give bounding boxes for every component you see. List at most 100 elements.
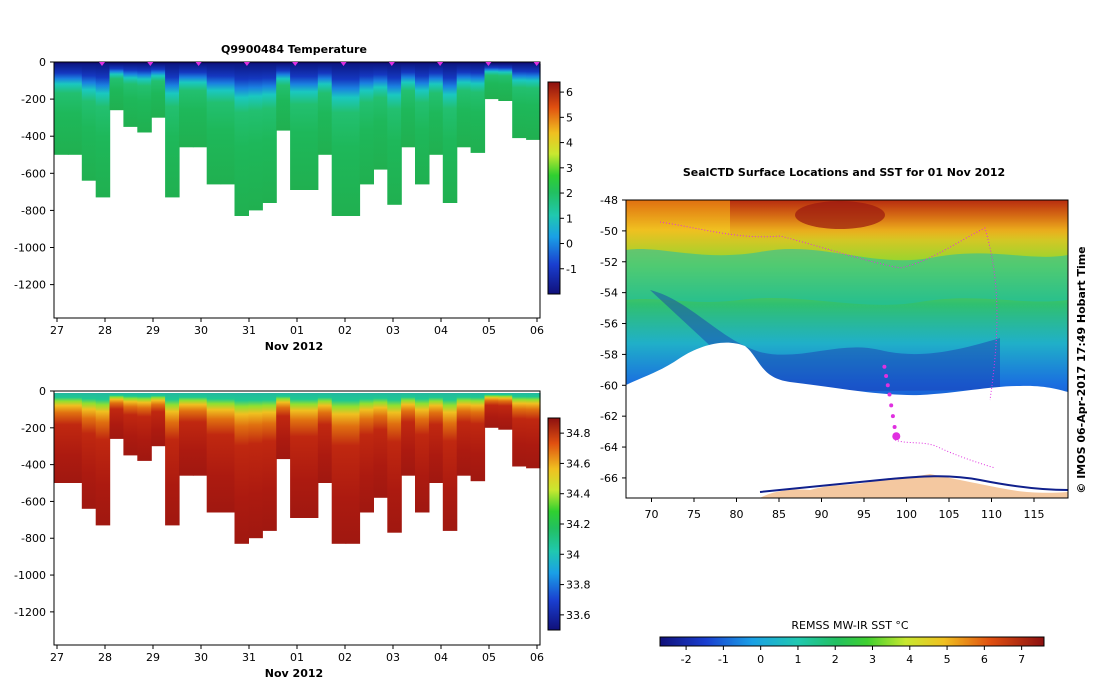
salinity-profile-10: [192, 393, 208, 476]
temperature-profile-29: [456, 64, 472, 148]
sst-colorbar-tick-label: -1: [718, 653, 729, 666]
salinity-profile-25: [401, 393, 416, 476]
sst-colorbar-ticks: -2 -1 0 1 2 3 4 5 6 7: [681, 646, 1025, 666]
salinity-y-tick-label: 0: [39, 385, 46, 398]
salinity-profile-4: [109, 393, 124, 439]
sst-front: [626, 248, 1068, 305]
sst-map-chart: SealCTD Surface Locations and SST for 01…: [600, 166, 1088, 666]
profile-surface-marker: [533, 62, 540, 66]
salinity-profile-23: [373, 393, 388, 498]
salinity-profile-18: [303, 393, 319, 518]
salinity-y-tick-label: -200: [21, 422, 46, 435]
temperature-profile-2: [81, 64, 97, 181]
track-point-1: [892, 424, 897, 429]
sst-colorbar: [659, 636, 1045, 647]
temperature-colorbar: [547, 81, 561, 295]
map-y-tick-label: -48: [600, 194, 618, 207]
map-x-axis: 70 75 80 85 90 95 100 105 110 115: [645, 498, 1045, 521]
map-x-tick-label: 90: [815, 508, 829, 521]
temperature-x-tick-label: 29: [146, 324, 160, 337]
salinity-colorbar-tick-label: 34.2: [566, 518, 591, 531]
front-contour: [659, 221, 998, 401]
salinity-profile-2: [81, 393, 97, 509]
temperature-x-axis: 27 28 29 30 31 01 02 03 04 05 06: [50, 318, 544, 337]
temperature-colorbar-tick-label: 6: [566, 86, 573, 99]
salinity-profile-3: [95, 393, 111, 526]
sst-warm-core: [795, 201, 885, 229]
profile-surface-marker: [292, 62, 299, 66]
salinity-profile-5: [123, 393, 138, 456]
temperature-y-tick-label: -800: [21, 204, 46, 217]
sst-colorbar-tick-label: 4: [906, 653, 913, 666]
temperature-colorbar-tick-label: 3: [566, 162, 573, 175]
temperature-colorbar-tick-label: 5: [566, 111, 573, 124]
map-x-tick-label: 80: [730, 508, 744, 521]
map-y-tick-label: -66: [600, 472, 618, 485]
salinity-y-tick-label: -400: [21, 459, 46, 472]
temperature-profile-26: [415, 64, 430, 185]
track-point-2: [890, 414, 895, 419]
coastline-edge: [759, 475, 1069, 493]
temperature-x-tick-label: 28: [98, 324, 112, 337]
salinity-section-chart: 27 28 29 30 31 01 02 03 04 05 06 0 -200 -400 -600 -800…: [14, 385, 590, 680]
temperature-profile-27: [428, 64, 444, 155]
temperature-profile-32: [498, 64, 513, 101]
temperature-profile-12: [220, 64, 236, 185]
salinity-colorbar-tick-label: 34.6: [566, 457, 591, 470]
sst-colorbar-tick-label: 1: [794, 653, 801, 666]
temperature-x-tick-label: 05: [482, 324, 496, 337]
salinity-x-tick-label: 02: [338, 651, 352, 664]
temperature-x-tick-label: 06: [530, 324, 544, 337]
sst-colorbar-tick-label: 0: [757, 653, 764, 666]
temperature-section-chart: Q9900484 Temperature 27 28 29 30 31 01 02 03 04 0…: [14, 43, 577, 353]
salinity-colorbar-tick-label: 33.8: [566, 579, 591, 592]
salinity-profile-13: [234, 393, 249, 544]
salinity-colorbar-tick-label: 34: [566, 548, 580, 561]
temperature-profile-6: [137, 64, 152, 133]
salinity-colorbar-ticks: 34.8 34.6 34.4 34.2 34 33.8 33.6: [560, 427, 591, 622]
temperature-profile-0: [54, 64, 69, 155]
track-point-0: [892, 432, 901, 441]
profile-surface-marker: [485, 62, 492, 66]
sst-colorbar-tick-label: 6: [981, 653, 988, 666]
temperature-colorbar-tick-label: 1: [566, 212, 573, 225]
temperature-y-tick-label: -1000: [14, 242, 46, 255]
temperature-profile-33: [512, 64, 527, 139]
salinity-y-tick-label: -1000: [14, 569, 46, 582]
temperature-profile-30: [470, 64, 486, 153]
salinity-x-tick-label: 28: [98, 651, 112, 664]
sst-colorbar-tick-label: 7: [1018, 653, 1025, 666]
salinity-x-axis: 27 28 29 30 31 01 02 03 04 05 06: [50, 645, 544, 664]
salinity-x-tick-label: 04: [434, 651, 448, 664]
temperature-profile-10: [192, 64, 208, 148]
salinity-profile-15: [262, 393, 277, 531]
salinity-profile-19: [317, 393, 333, 483]
temperature-profile-21: [345, 64, 361, 216]
temperature-profile-23: [373, 64, 388, 170]
profile-surface-marker: [195, 62, 202, 66]
salinity-profile-12: [220, 393, 236, 513]
ice-mask: [626, 342, 1068, 498]
temperature-profile-18: [303, 64, 319, 190]
salinity-profile-11: [206, 393, 222, 513]
map-y-tick-label: -54: [600, 287, 618, 300]
track-point-4: [887, 392, 892, 397]
temperature-profile-13: [234, 64, 249, 216]
temperature-colorbar-tick-label: 2: [566, 187, 573, 200]
salinity-profile-24: [387, 393, 402, 533]
map-y-tick-label: -58: [600, 348, 618, 361]
profile-surface-marker: [99, 62, 105, 66]
temperature-profile-7: [151, 64, 166, 118]
salinity-profile-1: [67, 393, 83, 483]
temperature-colorbar-tick-label: -1: [566, 263, 577, 276]
map-x-tick-label: 110: [981, 508, 1002, 521]
salinity-x-tick-label: 03: [386, 651, 400, 664]
temperature-x-label: Nov 2012: [265, 340, 323, 353]
temperature-y-tick-label: -200: [21, 93, 46, 106]
salinity-x-tick-label: 06: [530, 651, 544, 664]
temperature-y-axis: 0 -200 -400 -600 -800 -1000 -1200: [14, 56, 54, 292]
map-x-tick-label: 115: [1024, 508, 1045, 521]
temperature-y-tick-label: -600: [21, 167, 46, 180]
temperature-profiles: [54, 64, 541, 216]
temperature-profile-17: [290, 64, 305, 190]
